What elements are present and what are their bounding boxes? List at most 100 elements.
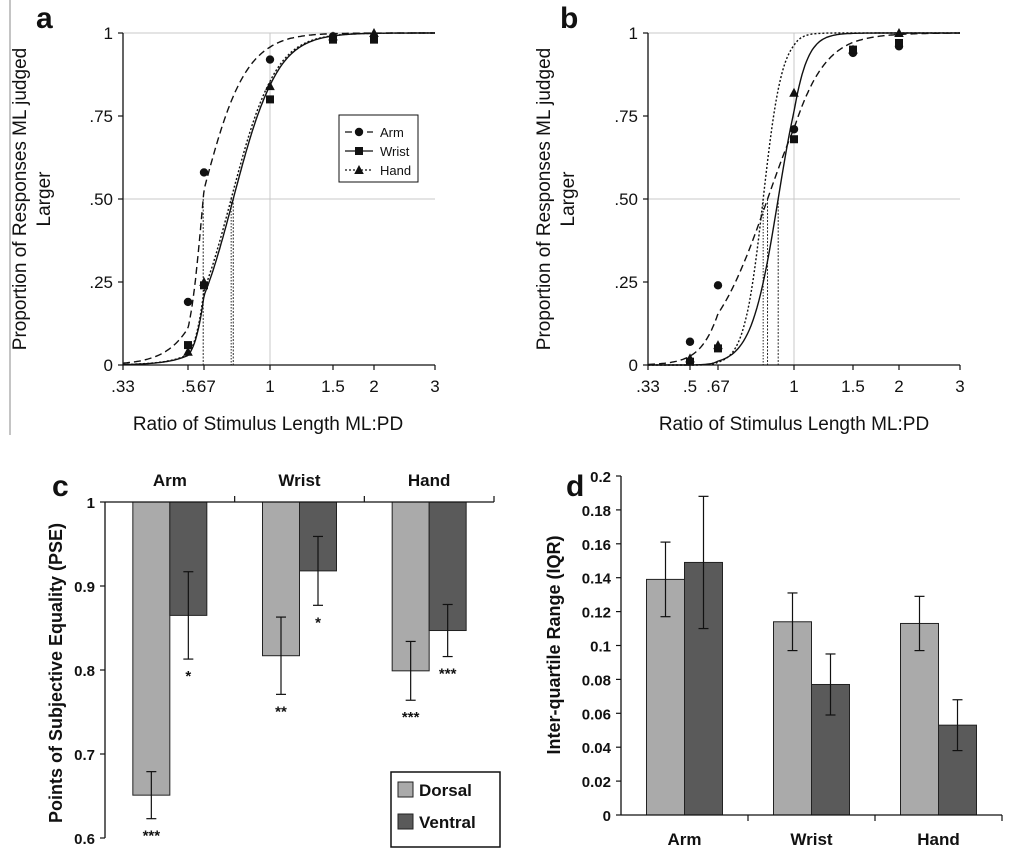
psychometric-plot-a: .33 .5.67 1 1.5 2 3 0 .25 .50 .75 1 Ratio of Stimu… (10, 24, 440, 435)
y-tick-label-b: 1 (629, 24, 638, 43)
y-tick-label-d: 0.18 (582, 503, 611, 520)
x-tick-label-b: .5 (683, 377, 697, 396)
y-tick-label-d: 0.08 (582, 672, 611, 689)
x-tick-label-a: .5 (181, 377, 195, 396)
y-tick-label-a: 0 (104, 356, 113, 375)
bar-dorsal-arm-d (646, 578, 685, 816)
panel-letter-a: a (36, 2, 53, 35)
legend-label-ventral: Ventral (419, 813, 476, 832)
legend-a: Arm Wrist Hand (338, 114, 419, 183)
point-arm-a (199, 168, 209, 177)
y-tick-label-c: 0.6 (74, 831, 95, 848)
y-axis-title-b-line1: Proportion of Responses ML judged (534, 48, 555, 350)
x-tick-label-b: 1.5 (841, 377, 865, 396)
point-arm-a (183, 297, 193, 307)
panel-letter-c: c (52, 470, 69, 503)
y-tick-label-d: 0.2 (590, 469, 611, 486)
y-tick-label-d: 0 (603, 808, 611, 825)
y-tick-label-a: 1 (104, 24, 113, 43)
point-hand-a (183, 346, 193, 356)
iqr-bar-chart-d: 00.020.040.060.080.10.120.140.160.180.2 … (544, 469, 1003, 849)
y-tick-label-d: 0.02 (582, 774, 611, 791)
bar-dorsal-wrist-d (773, 621, 812, 816)
y-tick-label-d: 0.06 (582, 706, 611, 723)
y-tick-label-d: 0.14 (582, 571, 612, 588)
point-hand-a (369, 28, 379, 37)
point-arm-a (265, 55, 275, 64)
y-tick-label-c: 1 (87, 495, 95, 512)
y-axis-title-d: Inter-quartile Range (IQR) (544, 535, 564, 754)
significance-dorsal-arm: *** (143, 828, 161, 845)
y-tick-label-a: .25 (89, 273, 113, 292)
category-label-hand-d: Hand (917, 830, 960, 849)
significance-dorsal-wrist: ** (275, 703, 287, 720)
y-tick-label-a: .50 (89, 190, 113, 209)
x-axis-title-b: Ratio of Stimulus Length ML:PD (659, 414, 929, 435)
point-wrist-a (266, 95, 274, 104)
significance-ventral-wrist: * (315, 614, 321, 631)
y-tick-label-b: 0 (629, 356, 638, 375)
point-wrist-a (370, 35, 378, 44)
legend-swatch-ventral (397, 813, 414, 830)
legend-c: Dorsal Ventral (390, 771, 501, 848)
x-tick-label-a: 2 (369, 377, 378, 396)
x-tick-label-b: 2 (894, 377, 903, 396)
point-hand-b (894, 28, 904, 37)
y-tick-label-b: .50 (614, 190, 638, 209)
x-tick-label-a: .33 (111, 377, 135, 396)
point-wrist-b (895, 38, 903, 47)
x-tick-label-a: 1 (265, 377, 274, 396)
point-hand-b (789, 87, 799, 97)
y-tick-label-c: 0.7 (74, 747, 95, 764)
y-axis-title-c: Points of Subjective Equality (PSE) (46, 523, 66, 823)
legend-label-dorsal: Dorsal (419, 781, 472, 800)
point-hand-a (328, 31, 338, 41)
category-label-arm-c: Arm (153, 471, 187, 490)
x-tick-label-b: 3 (955, 377, 964, 396)
y-axis-title-a-line1: Proportion of Responses ML judged (10, 48, 31, 350)
point-hand-a (265, 81, 275, 91)
x-axis-title-a: Ratio of Stimulus Length ML:PD (133, 414, 403, 435)
y-tick-label-d: 0.12 (582, 605, 611, 622)
category-label-wrist-c: Wrist (278, 471, 321, 490)
legend-marker-hand (354, 165, 364, 174)
legend-label-wrist: Wrist (380, 144, 410, 159)
x-tick-label-a: 1.5 (321, 377, 345, 396)
legend-label-arm: Arm (380, 125, 404, 140)
bar-dorsal-hand-d (900, 622, 939, 816)
point-arm-b (713, 281, 723, 290)
point-hand-a (199, 277, 209, 286)
panel-letter-d: d (566, 470, 584, 503)
y-tick-label-d: 0.16 (582, 537, 611, 554)
point-wrist-b (790, 135, 798, 144)
y-tick-label-d: 0.1 (590, 639, 611, 656)
significance-ventral-arm: * (185, 668, 191, 685)
y-axis-title-b-line2: Larger (558, 171, 579, 227)
x-tick-label-b: 1 (789, 377, 798, 396)
point-hand-b (685, 353, 695, 363)
curve-arm-b (648, 32, 960, 366)
curve-arm-a (122, 32, 435, 364)
category-label-arm-d: Arm (667, 830, 701, 849)
point-hand-b (848, 44, 858, 54)
legend-marker-arm (354, 127, 364, 137)
x-tick-label-a: 3 (430, 377, 439, 396)
y-tick-label-c: 0.8 (74, 663, 95, 680)
point-wrist-a (184, 341, 192, 350)
y-tick-label-c: 0.9 (74, 579, 95, 596)
category-label-wrist-d: Wrist (790, 830, 833, 849)
y-tick-label-b: .25 (614, 273, 638, 292)
legend-marker-wrist (355, 147, 363, 155)
legend-label-hand: Hand (380, 163, 411, 178)
bar-dorsal-arm (132, 501, 171, 796)
category-label-hand-c: Hand (408, 471, 451, 490)
point-hand-b (713, 340, 723, 350)
significance-dorsal-hand: *** (402, 709, 420, 726)
point-arm-b (685, 337, 695, 346)
legend-a-box (338, 114, 419, 183)
x-tick-label-b: .67 (706, 377, 730, 396)
panel-letter-b: b (560, 2, 578, 35)
point-arm-b (789, 125, 799, 134)
legend-swatch-dorsal (397, 781, 414, 798)
